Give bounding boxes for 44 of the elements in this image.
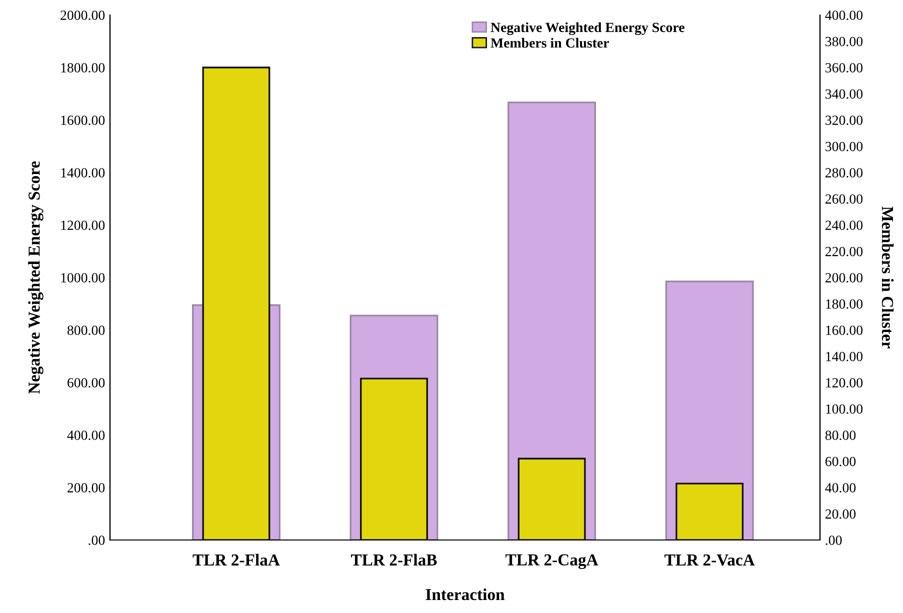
y2-tick-label: 180.00 — [826, 299, 863, 309]
y-tick-label: 600.00 — [68, 378, 105, 388]
y2-tick-label: 340.00 — [826, 89, 863, 99]
y-tick-label: 2000.00 — [60, 10, 105, 20]
y2-tick-label: 40.00 — [825, 483, 856, 493]
y2-tick-label: 300.00 — [826, 142, 863, 152]
x-tick-label: TLR 2-CagA — [506, 554, 598, 570]
x-axis-title: Interaction — [426, 588, 505, 600]
y-tick-label: 1000.00 — [61, 273, 105, 283]
y-tick-label: 400.00 — [67, 430, 105, 440]
y-tick-label: 200.00 — [68, 483, 105, 493]
y-tick-label: 1200.00 — [61, 220, 105, 230]
y2-tick-label: 200.00 — [825, 273, 863, 283]
y-tick-label: 1400.00 — [61, 168, 105, 178]
y2-tick-label: 380.00 — [826, 36, 863, 46]
y2-tick-label: 20.00 — [825, 509, 856, 519]
legend-label: Members in Cluster — [490, 38, 609, 48]
y2-tick-label: 240.00 — [825, 220, 863, 230]
y2-tick-label: 100.00 — [826, 404, 863, 414]
y2-tick-label: 260.00 — [825, 194, 863, 204]
y2-tick-label: 360.00 — [826, 63, 863, 73]
y2-tick-label: 120.00 — [826, 378, 863, 388]
y-tick-label: 1800.00 — [61, 63, 105, 73]
x-tick-label: TLR 2-FlaA — [192, 554, 280, 566]
y2-tick-label: 60.00 — [825, 456, 856, 466]
y2-tick-label: 320.00 — [826, 116, 863, 126]
x-tick-label: TLR 2-FlaB — [350, 554, 437, 566]
y2-tick-label: .00 — [826, 536, 842, 546]
y-tick-label: .00 — [88, 536, 105, 546]
y2-axis-title: Members in Cluster — [882, 206, 894, 348]
bar — [676, 482, 744, 540]
legend-label: Negative Weighted Energy Score — [490, 22, 684, 36]
y2-tick-label: 80.00 — [825, 430, 856, 440]
bar — [360, 378, 428, 540]
y2-tick-label: 140.00 — [826, 352, 863, 362]
x-tick-label: TLR 2-VacA — [664, 554, 755, 566]
y2-tick-label: 400.00 — [825, 10, 863, 20]
y2-tick-label: 280.00 — [825, 168, 863, 178]
y2-tick-label: 220.00 — [825, 246, 863, 256]
y2-tick-label: 160.00 — [826, 326, 863, 336]
bar — [518, 458, 586, 540]
y-tick-label: 1600.00 — [61, 116, 105, 126]
y-axis-title: Negative Weighted Energy Score — [28, 161, 44, 394]
y-tick-label: 800.00 — [67, 326, 105, 336]
